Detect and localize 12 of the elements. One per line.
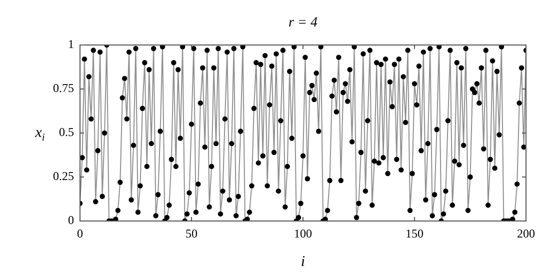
y-tick-label: 0 <box>68 213 74 228</box>
x-tick-label: 200 <box>517 226 535 240</box>
x-axis-title: i <box>300 254 306 270</box>
x-tick-label: 0 <box>77 226 83 240</box>
y-tick-label: 0.75 <box>53 81 74 96</box>
y-tick-label: 0.25 <box>53 169 74 184</box>
x-tick-label: 50 <box>186 226 198 240</box>
x-tick-label: 150 <box>406 226 424 240</box>
chart-title: r = 4 <box>288 16 318 31</box>
y-tick-label: 1 <box>68 37 74 52</box>
x-tick-label: 100 <box>294 226 312 240</box>
y-tick-label: 0.5 <box>59 125 74 140</box>
